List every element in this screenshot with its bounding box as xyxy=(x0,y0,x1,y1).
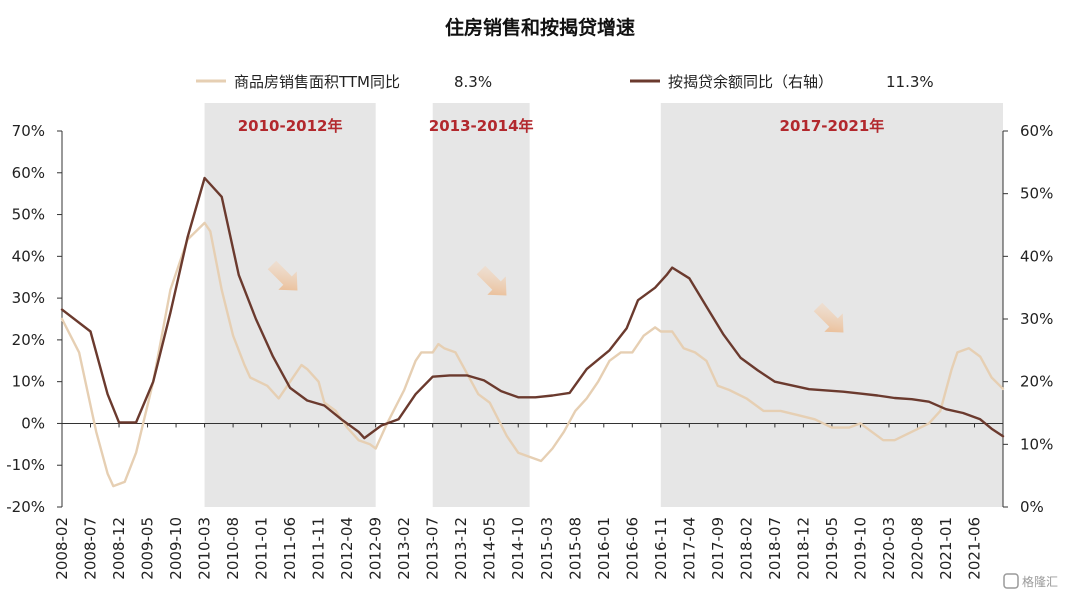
x-tick-label: 2014-05 xyxy=(481,517,499,580)
legend-value-mortgage: 11.3% xyxy=(886,73,934,91)
y-left-tick-label: -10% xyxy=(6,456,45,474)
y-right-tick-label: 20% xyxy=(1020,373,1053,391)
legend-label-sales: 商品房销售面积TTM同比 xyxy=(234,73,400,91)
y-left-tick-label: 20% xyxy=(12,331,45,349)
x-tick-label: 2021-06 xyxy=(965,517,983,580)
y-left-tick-label: 30% xyxy=(12,289,45,307)
x-tick-label: 2018-12 xyxy=(794,517,812,580)
legend-label-mortgage: 按揭贷余额同比（右轴） xyxy=(668,73,833,91)
y-left-tick-label: 40% xyxy=(12,247,45,265)
x-tick-label: 2011-06 xyxy=(281,517,299,580)
shaded-period-1 xyxy=(432,103,530,507)
watermark: 格隆汇 xyxy=(1003,573,1058,589)
y-right-tick-label: 60% xyxy=(1020,122,1053,140)
x-tick-label: 2013-07 xyxy=(424,517,442,580)
y-right-tick-label: 10% xyxy=(1020,435,1053,453)
shaded-period-label-1: 2013-2014年 xyxy=(429,117,534,135)
legend-value-sales: 8.3% xyxy=(454,73,492,91)
y-right-tick-label: 50% xyxy=(1020,185,1053,203)
shaded-period-0 xyxy=(204,103,376,507)
x-tick-label: 2011-01 xyxy=(253,517,271,580)
down-arrow-icon xyxy=(267,260,298,291)
x-tick-label: 2011-11 xyxy=(310,517,328,580)
watermark-text: 格隆汇 xyxy=(1022,574,1058,589)
x-tick-label: 2019-10 xyxy=(851,517,869,580)
legend: 商品房销售面积TTM同比 8.3% 按揭贷余额同比（右轴） 11.3% xyxy=(196,73,934,91)
x-tick-label: 2010-08 xyxy=(224,517,242,580)
x-tick-label: 2016-06 xyxy=(623,517,641,580)
y-right-tick-label: 0% xyxy=(1020,498,1044,516)
x-tick-label: 2008-12 xyxy=(110,517,128,580)
x-tick-label: 2018-07 xyxy=(766,517,784,580)
watermark-logo-icon xyxy=(1003,573,1019,589)
series-line-sales-area xyxy=(60,221,1005,488)
x-tick-label: 2017-09 xyxy=(709,517,727,580)
y-left-tick-label: 10% xyxy=(12,373,45,391)
y-left-tick-label: 70% xyxy=(12,122,45,140)
x-tick-label: 2021-01 xyxy=(937,517,955,580)
x-tick-label: 2019-05 xyxy=(823,517,841,580)
x-tick-label: 2017-04 xyxy=(680,517,698,580)
y-left-tick-label: 50% xyxy=(12,206,45,224)
y-left-tick-label: 0% xyxy=(21,414,45,432)
trend-arrows xyxy=(267,260,844,333)
shaded-period-label-0: 2010-2012年 xyxy=(238,117,343,135)
x-tick-label: 2020-03 xyxy=(880,517,898,580)
x-tick-label: 2009-05 xyxy=(139,517,157,580)
x-tick-label: 2013-12 xyxy=(452,517,470,580)
down-arrow-icon xyxy=(813,302,844,333)
shaded-period-label-2: 2017-2021年 xyxy=(780,117,885,135)
x-tick-label: 2013-02 xyxy=(395,517,413,580)
x-tick-label: 2012-09 xyxy=(367,517,385,580)
x-tick-label: 2014-10 xyxy=(509,517,527,580)
x-tick-label: 2016-11 xyxy=(652,517,670,580)
y-right-tick-label: 30% xyxy=(1020,310,1053,328)
x-tick-label: 2020-08 xyxy=(908,517,926,580)
y-right-tick-label: 40% xyxy=(1020,247,1053,265)
x-tick-label: 2018-02 xyxy=(737,517,755,580)
series-lines xyxy=(60,176,1005,488)
down-arrow-icon xyxy=(476,265,507,296)
labels: 2010-2012年 2013-2014年 2017-2021年 xyxy=(238,117,885,135)
x-tick-label: 2012-04 xyxy=(338,517,356,580)
x-tick-label: 2015-03 xyxy=(538,517,556,580)
shaded-period-2 xyxy=(660,103,1003,507)
series-line-mortgage-balance xyxy=(60,176,1005,440)
y-left-tick-label: 60% xyxy=(12,164,45,182)
chart-title: 住房销售和按揭贷增速 xyxy=(445,16,635,39)
shaded-periods xyxy=(204,103,1003,507)
x-tick-label: 2009-10 xyxy=(167,517,185,580)
y-left-tick-label: -20% xyxy=(6,498,45,516)
axes: -20% -10% 0% 10% 20% 30% 40% 50% 60% 70% 0% 10% 20% 3… xyxy=(6,122,1053,580)
x-tick-label: 2008-02 xyxy=(53,517,71,580)
x-tick-label: 2008-07 xyxy=(82,517,100,580)
x-tick-label: 2010-03 xyxy=(196,517,214,580)
x-tick-label: 2015-08 xyxy=(566,517,584,580)
x-tick-label: 2016-01 xyxy=(595,517,613,580)
